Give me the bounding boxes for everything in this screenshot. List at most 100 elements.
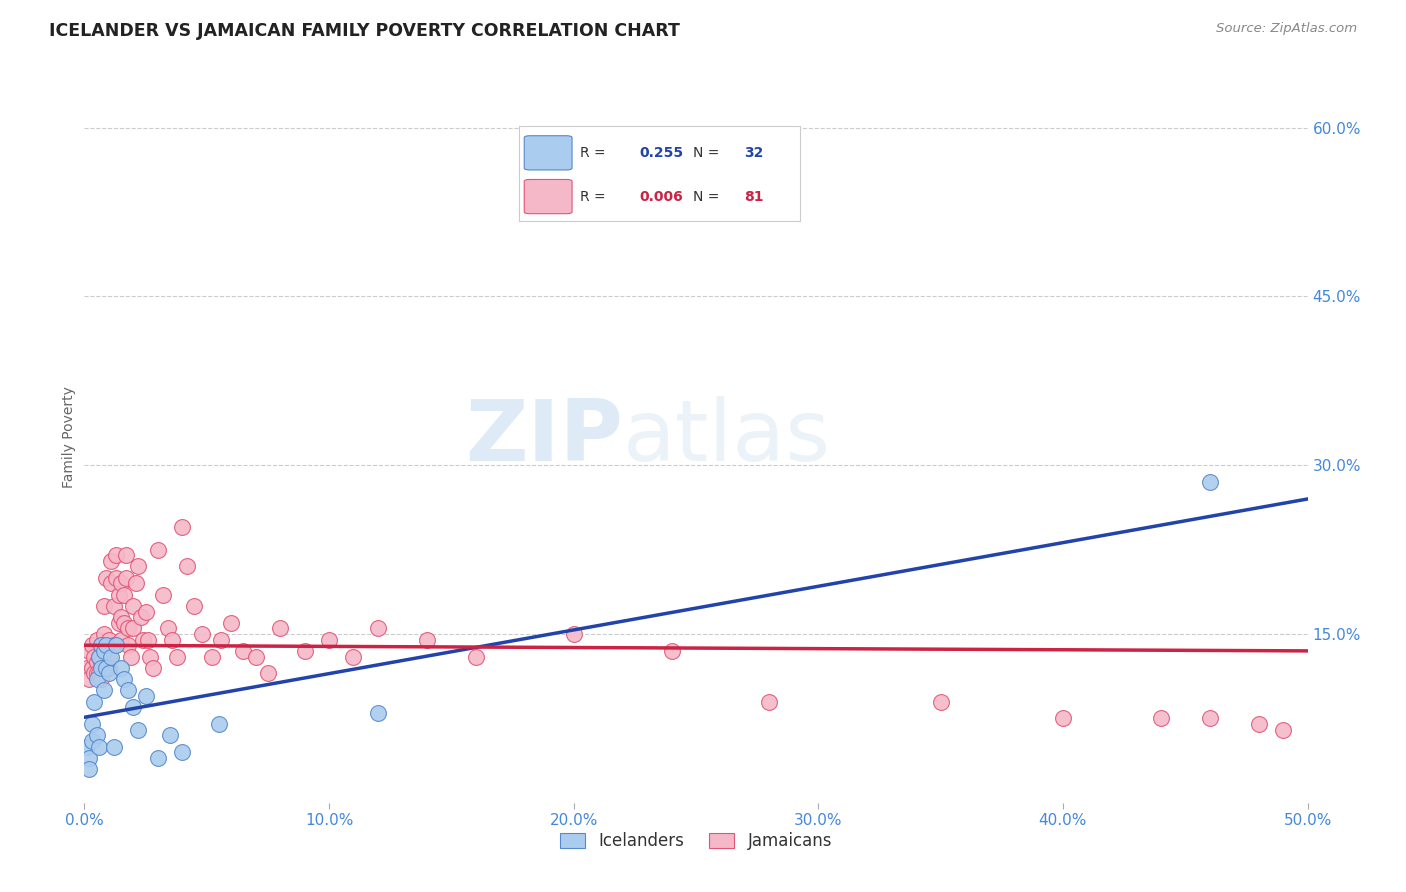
Point [103, 739, 125, 754]
Text: atlas: atlas [623, 395, 831, 479]
Point [90, 638, 112, 652]
Point [96, 661, 118, 675]
Point [172, 520, 194, 534]
Point [86, 632, 108, 647]
Point [103, 599, 125, 613]
Point [318, 632, 340, 647]
Point [90, 672, 112, 686]
Point [83, 694, 105, 708]
Point [100, 576, 122, 591]
Point [156, 621, 179, 635]
Point [93, 683, 115, 698]
Point [120, 649, 142, 664]
Point [159, 728, 181, 742]
Point [83, 666, 105, 681]
Point [183, 599, 205, 613]
Point [83, 649, 105, 664]
Point [100, 554, 122, 568]
Point [200, 649, 222, 664]
Point [191, 627, 214, 641]
Point [294, 644, 316, 658]
Point [122, 700, 145, 714]
Point [110, 576, 132, 591]
Point [142, 661, 165, 675]
Point [219, 615, 242, 630]
Point [129, 610, 152, 624]
Point [257, 666, 280, 681]
Point [146, 751, 169, 765]
Point [269, 621, 291, 635]
Point [122, 621, 145, 635]
Point [1198, 475, 1220, 489]
Point [166, 649, 188, 664]
Point [125, 576, 148, 591]
Point [97, 661, 120, 675]
Point [112, 672, 135, 686]
Point [1150, 711, 1173, 725]
Point [105, 638, 128, 652]
Point [105, 548, 128, 562]
Point [117, 638, 139, 652]
Point [86, 655, 108, 669]
Point [209, 632, 232, 647]
Point [87, 666, 110, 681]
Point [1198, 711, 1220, 725]
Point [122, 599, 145, 613]
Point [96, 571, 118, 585]
Point [77, 751, 100, 765]
Point [100, 649, 122, 664]
Point [90, 661, 112, 675]
Legend: Icelanders, Jamaicans: Icelanders, Jamaicans [554, 825, 838, 856]
Point [87, 649, 110, 664]
Point [97, 666, 120, 681]
Point [127, 723, 149, 737]
Point [176, 559, 198, 574]
Point [80, 661, 103, 675]
Point [135, 605, 157, 619]
Point [115, 548, 138, 562]
Point [76, 661, 98, 675]
Point [103, 638, 125, 652]
Point [107, 615, 129, 630]
Point [76, 739, 98, 754]
Point [86, 666, 108, 681]
Point [152, 588, 174, 602]
Point [107, 588, 129, 602]
Point [929, 694, 952, 708]
Text: ZIP: ZIP [465, 395, 623, 479]
Point [245, 649, 267, 664]
Point [367, 706, 389, 720]
Point [1272, 723, 1295, 737]
Point [112, 615, 135, 630]
Point [117, 621, 139, 635]
Point [86, 672, 108, 686]
Point [416, 632, 439, 647]
Point [90, 655, 112, 669]
Point [139, 649, 162, 664]
Point [132, 632, 155, 647]
Point [110, 632, 132, 647]
Point [146, 542, 169, 557]
Point [110, 610, 132, 624]
Point [86, 728, 108, 742]
Point [117, 683, 139, 698]
Y-axis label: Family Poverty: Family Poverty [62, 386, 76, 488]
Point [90, 638, 112, 652]
Point [136, 632, 159, 647]
Point [80, 638, 103, 652]
Point [97, 649, 120, 664]
Point [1247, 717, 1270, 731]
Point [208, 717, 231, 731]
Point [367, 621, 389, 635]
Point [96, 661, 118, 675]
Point [115, 571, 138, 585]
Point [127, 559, 149, 574]
Point [80, 734, 103, 748]
Point [464, 649, 486, 664]
Point [112, 588, 135, 602]
Point [342, 649, 364, 664]
Point [93, 644, 115, 658]
Point [93, 599, 115, 613]
Point [77, 644, 100, 658]
Point [661, 644, 683, 658]
